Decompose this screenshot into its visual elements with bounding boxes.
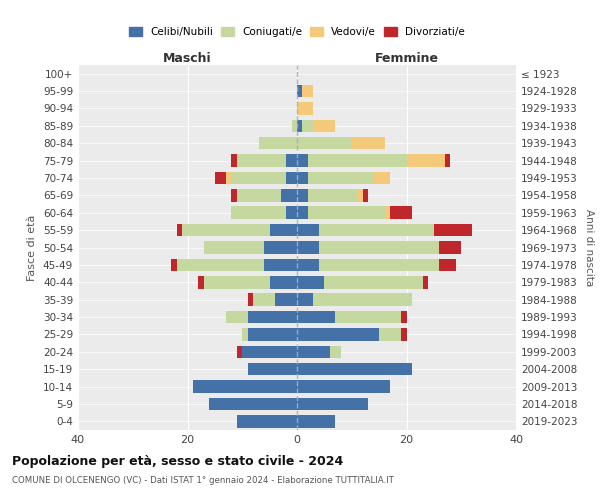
Bar xyxy=(434,224,472,236)
Bar xyxy=(269,276,297,288)
Bar xyxy=(297,328,379,340)
Bar xyxy=(362,189,368,202)
Bar xyxy=(445,154,451,167)
Bar xyxy=(248,328,297,340)
Bar xyxy=(297,137,352,149)
Text: Popolazione per età, sesso e stato civile - 2024: Popolazione per età, sesso e stato civil… xyxy=(12,455,343,468)
Text: Maschi: Maschi xyxy=(163,52,212,65)
Bar xyxy=(269,224,297,236)
Y-axis label: Anni di nascita: Anni di nascita xyxy=(584,209,594,286)
Bar xyxy=(330,346,341,358)
Bar xyxy=(237,154,286,167)
Text: COMUNE DI OLCENENGO (VC) - Dati ISTAT 1° gennaio 2024 - Elaborazione TUTTITALIA.: COMUNE DI OLCENENGO (VC) - Dati ISTAT 1°… xyxy=(12,476,394,485)
Bar xyxy=(297,398,368,410)
Bar xyxy=(297,415,335,428)
Legend: Celibi/Nubili, Coniugati/e, Vedovi/e, Divorziati/e: Celibi/Nubili, Coniugati/e, Vedovi/e, Di… xyxy=(125,23,469,41)
Bar xyxy=(313,294,412,306)
Bar xyxy=(297,258,319,271)
Bar xyxy=(308,172,374,184)
Bar xyxy=(171,258,176,271)
Bar xyxy=(297,120,302,132)
Bar xyxy=(248,311,297,324)
Bar xyxy=(308,189,357,202)
Bar xyxy=(242,328,248,340)
Bar xyxy=(237,189,281,202)
Bar xyxy=(286,172,297,184)
Bar xyxy=(226,172,232,184)
Bar xyxy=(308,206,385,219)
Bar xyxy=(215,172,226,184)
Bar xyxy=(286,154,297,167)
Bar xyxy=(237,415,297,428)
Bar xyxy=(226,311,248,324)
Bar xyxy=(248,294,253,306)
Bar xyxy=(259,137,297,149)
Bar xyxy=(319,258,439,271)
Bar xyxy=(297,241,319,254)
Bar xyxy=(297,102,313,115)
Bar xyxy=(401,328,407,340)
Bar xyxy=(264,258,297,271)
Y-axis label: Fasce di età: Fasce di età xyxy=(28,214,37,280)
Bar xyxy=(242,346,297,358)
Bar xyxy=(275,294,297,306)
Bar xyxy=(357,189,363,202)
Bar xyxy=(204,241,264,254)
Bar xyxy=(297,172,308,184)
Bar xyxy=(374,172,390,184)
Bar xyxy=(439,258,456,271)
Bar xyxy=(439,241,461,254)
Bar xyxy=(297,276,325,288)
Bar xyxy=(182,224,269,236)
Bar xyxy=(297,85,302,98)
Bar xyxy=(297,224,319,236)
Bar xyxy=(297,294,313,306)
Bar xyxy=(237,346,242,358)
Bar xyxy=(292,120,297,132)
Bar xyxy=(297,380,390,393)
Bar xyxy=(401,311,407,324)
Bar xyxy=(248,363,297,376)
Bar xyxy=(297,363,412,376)
Bar xyxy=(297,346,330,358)
Bar xyxy=(297,189,308,202)
Bar xyxy=(335,311,401,324)
Text: Femmine: Femmine xyxy=(374,52,439,65)
Bar xyxy=(176,224,182,236)
Bar xyxy=(209,398,297,410)
Bar xyxy=(325,276,423,288)
Bar xyxy=(302,85,313,98)
Bar xyxy=(319,224,434,236)
Bar xyxy=(232,189,237,202)
Bar xyxy=(286,206,297,219)
Bar xyxy=(319,241,439,254)
Bar xyxy=(297,311,335,324)
Bar xyxy=(308,154,407,167)
Bar xyxy=(352,137,385,149)
Bar xyxy=(407,154,445,167)
Bar xyxy=(297,154,308,167)
Bar xyxy=(385,206,390,219)
Bar xyxy=(302,120,313,132)
Bar xyxy=(281,189,297,202)
Bar xyxy=(199,276,204,288)
Bar xyxy=(193,380,297,393)
Bar xyxy=(176,258,264,271)
Bar xyxy=(264,241,297,254)
Bar xyxy=(390,206,412,219)
Bar xyxy=(232,172,286,184)
Bar xyxy=(204,276,269,288)
Bar xyxy=(313,120,335,132)
Bar xyxy=(379,328,401,340)
Bar xyxy=(297,206,308,219)
Bar xyxy=(253,294,275,306)
Bar xyxy=(232,154,237,167)
Bar xyxy=(232,206,286,219)
Bar xyxy=(423,276,428,288)
